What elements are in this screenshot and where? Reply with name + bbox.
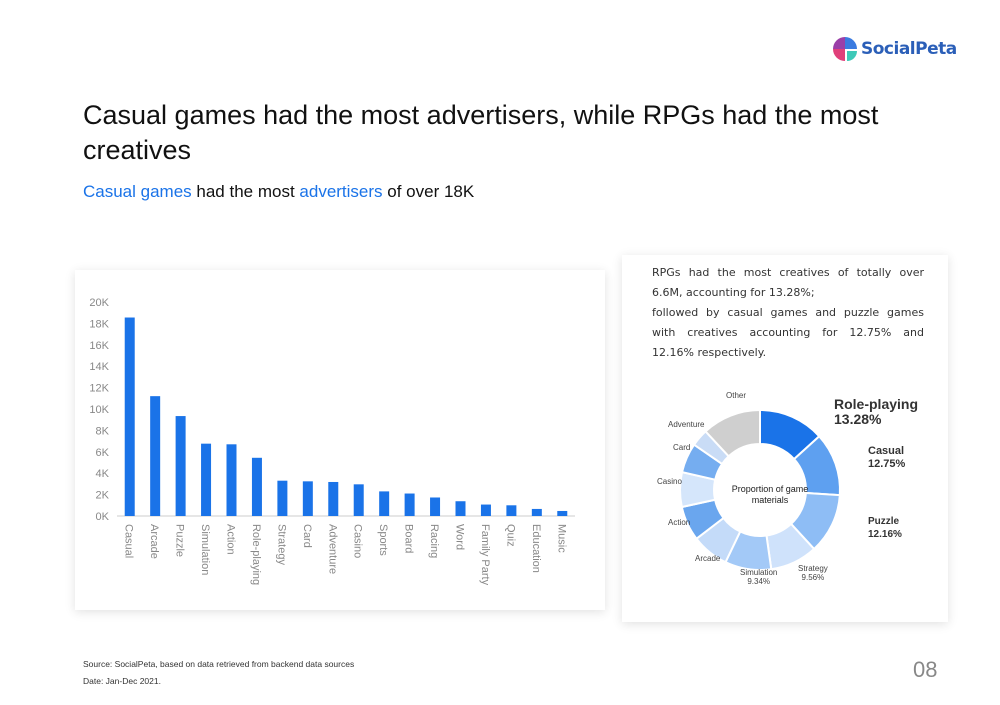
y-tick-label: 10K [89, 404, 109, 416]
label-puzzle: Puzzle 12.16% [868, 516, 902, 540]
subtitle-highlight-advertisers: advertisers [299, 182, 383, 201]
bar-education [531, 508, 542, 516]
y-tick-label: 8K [96, 425, 110, 437]
slice-other [704, 408, 761, 458]
y-tick-label: 18K [89, 318, 109, 330]
x-tick-label: Role-playing [250, 524, 262, 585]
bar-card [302, 481, 313, 516]
label-strategy: Strategy 9.56% [798, 564, 828, 582]
x-tick-label: Casino [352, 524, 364, 558]
date-note: Date: Jan-Dec 2021. [83, 676, 161, 686]
bar-simulation [201, 443, 212, 516]
x-tick-label: Board [403, 524, 415, 553]
y-tick-label: 12K [89, 383, 109, 395]
x-tick-label: Word [454, 524, 466, 550]
bar-board [404, 493, 415, 516]
description-line-1: RPGs had the most creatives of totally o… [652, 266, 924, 299]
logo-icon [833, 37, 857, 61]
bar-chart-card: 0K 2K 4K 6K 8K 10K 12K 14K 16K 18K 20K Casual Arcade… [75, 270, 605, 610]
x-tick-label: Action [225, 524, 237, 555]
bar-word [455, 501, 466, 516]
y-tick-label: 16K [89, 340, 109, 352]
x-tick-label: Adventure [326, 524, 338, 574]
donut-center-label: Proportion of game materials [731, 484, 809, 505]
y-tick-label: 4K [96, 468, 110, 480]
label-action: Action [668, 518, 691, 527]
bar-adventure [328, 481, 339, 516]
bar-sports [379, 491, 390, 516]
bar-family-party [480, 504, 491, 516]
x-tick-label: Racing [428, 524, 440, 558]
label-casual: Casual 12.75% [868, 445, 906, 470]
x-tick-label: Card [301, 524, 313, 548]
x-tick-label: Casual [123, 524, 135, 558]
x-tick-label: Education [530, 524, 542, 573]
label-arcade: Arcade [695, 554, 721, 563]
subtitle: Casual games had the most advertisers of… [83, 182, 474, 202]
x-tick-label: Simulation [199, 524, 211, 575]
bar-quiz [506, 505, 517, 516]
bar-chart: 0K 2K 4K 6K 8K 10K 12K 14K 16K 18K 20K Casual Arcade… [89, 297, 575, 586]
x-tick-label: Puzzle [174, 524, 186, 557]
subtitle-text: had the most [191, 182, 300, 201]
y-tick-label: 2K [96, 490, 110, 502]
label-role-playing: Role-playing 13.28% [834, 396, 919, 427]
bar-puzzle [175, 416, 186, 516]
description: RPGs had the most creatives of totally o… [652, 263, 924, 363]
x-tick-label: Strategy [275, 524, 287, 565]
bar-strategy [277, 480, 288, 516]
donut-chart-card: RPGs had the most creatives of totally o… [622, 255, 948, 622]
label-simulation: Simulation 9.34% [740, 568, 778, 586]
y-tick-label: 20K [89, 297, 109, 309]
bar-arcade [150, 396, 161, 516]
page-number: 08 [913, 657, 938, 682]
bar-music [557, 510, 568, 516]
bar-racing [430, 497, 441, 516]
logo-text: SocialPeta [861, 39, 957, 59]
y-tick-label: 14K [89, 361, 109, 373]
label-adventure: Adventure [668, 420, 705, 429]
y-tick-label: 0K [96, 511, 110, 523]
label-card: Card [673, 443, 691, 452]
bar-casual [124, 317, 135, 516]
label-other: Other [726, 391, 747, 400]
bar-action [226, 444, 237, 516]
subtitle-text-end: of over 18K [382, 182, 475, 201]
source-note: Source: SocialPeta, based on data retrie… [83, 659, 355, 669]
donut-chart [679, 408, 841, 571]
x-tick-label: Sports [377, 524, 389, 556]
y-tick-label: 6K [96, 447, 110, 459]
x-tick-label: Quiz [504, 524, 516, 547]
page-title: Casual games had the most advertisers, w… [83, 100, 879, 165]
label-casino: Casino [657, 477, 682, 486]
x-tick-label: Family Party [479, 524, 491, 586]
x-tick-label: Arcade [148, 524, 160, 559]
subtitle-highlight-casual: Casual games [83, 182, 192, 201]
logo: SocialPeta [832, 36, 957, 62]
x-tick-label: Music [555, 524, 567, 553]
bar-casino [353, 484, 364, 516]
bar-role-playing [251, 457, 262, 516]
description-line-2: followed by casual games and puzzle game… [652, 306, 924, 359]
